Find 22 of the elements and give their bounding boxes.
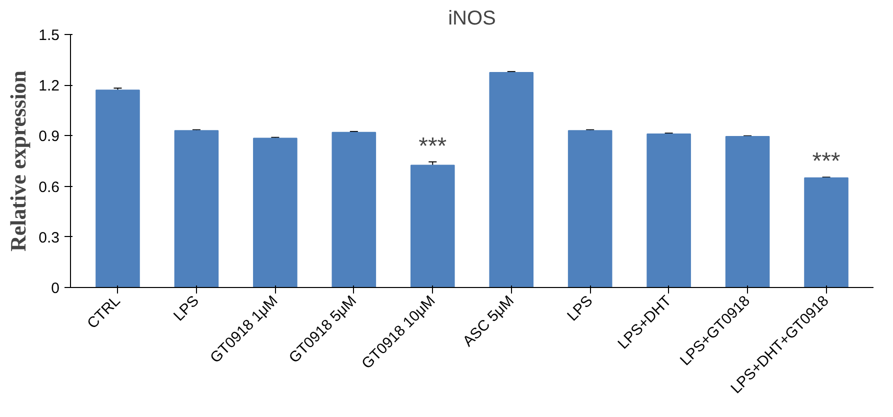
bar <box>410 164 455 288</box>
y-axis-title: Relative expression <box>6 70 31 252</box>
annotation: *** <box>418 132 447 160</box>
y-tick-label: 0.6 <box>38 178 60 196</box>
bar <box>725 136 770 288</box>
x-tick-label: LPS <box>564 292 596 325</box>
bar <box>804 177 848 288</box>
bar <box>568 130 612 288</box>
bar <box>253 138 298 288</box>
bar <box>332 132 376 288</box>
y-tick-label: 0 <box>51 280 60 297</box>
y-tick-label: 1.5 <box>38 27 60 44</box>
bar <box>646 134 691 288</box>
bar <box>96 90 140 288</box>
chart-title: iNOS <box>448 8 496 30</box>
x-tick-label: LPS <box>170 292 202 325</box>
y-tick-label: 0.3 <box>38 229 60 246</box>
annotation: *** <box>812 148 840 176</box>
bar <box>489 72 534 288</box>
y-tick-label: 1.2 <box>38 78 60 95</box>
bar <box>174 130 219 288</box>
y-tick-label: 0.9 <box>38 128 60 146</box>
